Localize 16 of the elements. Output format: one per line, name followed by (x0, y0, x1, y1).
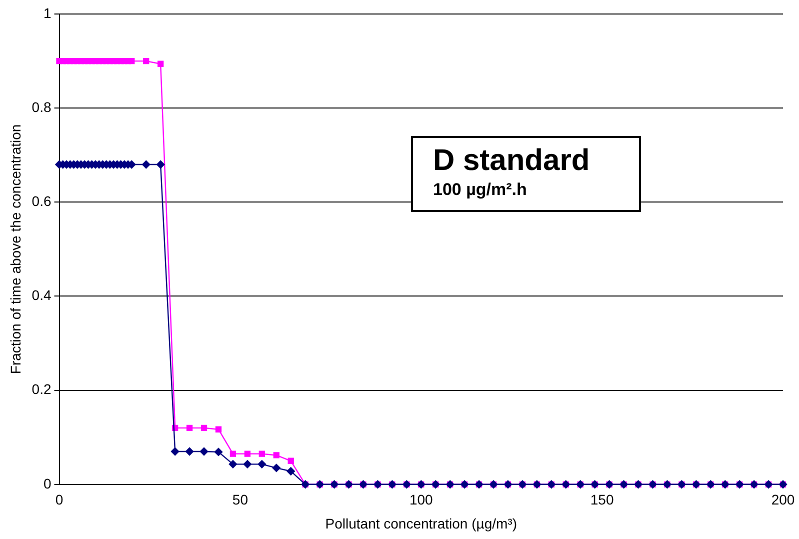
x-tick-label: 0 (55, 492, 64, 508)
annotation: 100 µg/m².h (433, 179, 528, 201)
y-tick-label: 0.6 (32, 193, 52, 210)
x-tick-label: 150 (590, 492, 614, 508)
y-tick-label: 0.8 (32, 98, 52, 115)
y-axis-title: Fraction of time above the concentration (7, 124, 24, 374)
x-tick-label: 100 (409, 492, 434, 508)
y-tick-label: 1 (43, 4, 52, 21)
x-tick-label: 50 (232, 492, 248, 508)
x-tick-label: 200 (771, 492, 795, 508)
annotation: D standard (433, 144, 591, 178)
y-tick-label: 0.4 (32, 287, 52, 304)
text-box: D standard 100 µg/m².h (411, 136, 641, 212)
y-tick-label: 0 (43, 475, 52, 492)
y-tick-label: 0.2 (32, 381, 52, 398)
x-axis-title: Pollutant concentration (µg/m³) (325, 515, 517, 532)
